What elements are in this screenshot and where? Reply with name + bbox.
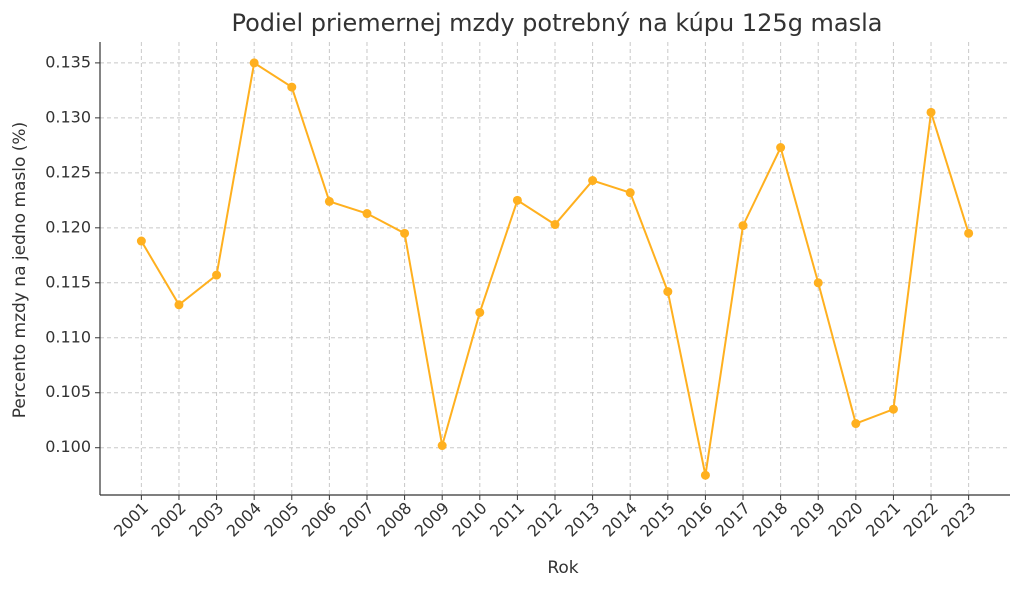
x-tick-label: 2006 (298, 498, 340, 540)
x-tick-label: 2014 (599, 498, 641, 540)
point (851, 419, 861, 429)
point (174, 300, 184, 310)
point (287, 82, 297, 92)
x-tick-label: 2008 (373, 498, 415, 540)
y-tick-label: 0.105 (45, 382, 91, 401)
x-tick-label: 2017 (712, 498, 754, 540)
x-tick-label: 2021 (862, 498, 904, 540)
point (212, 270, 222, 280)
point (588, 176, 598, 186)
x-tick-label: 2003 (185, 498, 227, 540)
x-tick-label: 2001 (110, 498, 152, 540)
point (362, 209, 372, 219)
y-tick-label: 0.130 (45, 107, 91, 126)
point (550, 220, 560, 230)
x-tick-label: 2020 (824, 498, 866, 540)
point (437, 441, 447, 451)
x-tick-label: 2002 (148, 498, 190, 540)
x-tick-label: 2016 (674, 498, 716, 540)
x-tick-label: 2004 (223, 498, 265, 540)
y-tick-label: 0.115 (45, 272, 91, 291)
x-tick-label: 2022 (900, 498, 942, 540)
point (512, 195, 522, 205)
y-tick-label: 0.100 (45, 437, 91, 456)
chart-title: Podiel priemernej mzdy potrebný na kúpu … (231, 9, 882, 37)
point (625, 188, 635, 198)
x-tick-label: 2011 (486, 498, 528, 540)
point (738, 221, 748, 231)
y-tick-label: 0.120 (45, 217, 91, 236)
x-tick-label: 2009 (411, 498, 453, 540)
point (136, 236, 146, 246)
y-tick-label: 0.110 (45, 327, 91, 346)
x-tick-label: 2023 (937, 498, 979, 540)
point (700, 470, 710, 480)
point (475, 307, 485, 317)
point (400, 228, 410, 238)
point (663, 287, 673, 297)
point (813, 278, 823, 288)
point (926, 107, 936, 117)
x-axis-label: Rok (547, 558, 578, 578)
point (776, 143, 786, 153)
x-tick-label: 2015 (636, 498, 678, 540)
y-tick-label: 0.135 (45, 52, 91, 71)
point (249, 58, 259, 68)
x-tick-label: 2013 (561, 498, 603, 540)
point (964, 228, 974, 238)
y-axis-label: Percento mzdy na jedno maslo (%) (10, 122, 30, 418)
x-tick-label: 2018 (749, 498, 791, 540)
x-tick-label: 2010 (448, 498, 490, 540)
x-tick-label: 2019 (787, 498, 829, 540)
x-tick-label: 2012 (524, 498, 566, 540)
x-tick-label: 2007 (336, 498, 378, 540)
y-tick-label: 0.125 (45, 162, 91, 181)
x-tick-label: 2005 (260, 498, 302, 540)
point (888, 404, 898, 414)
point (324, 196, 334, 206)
